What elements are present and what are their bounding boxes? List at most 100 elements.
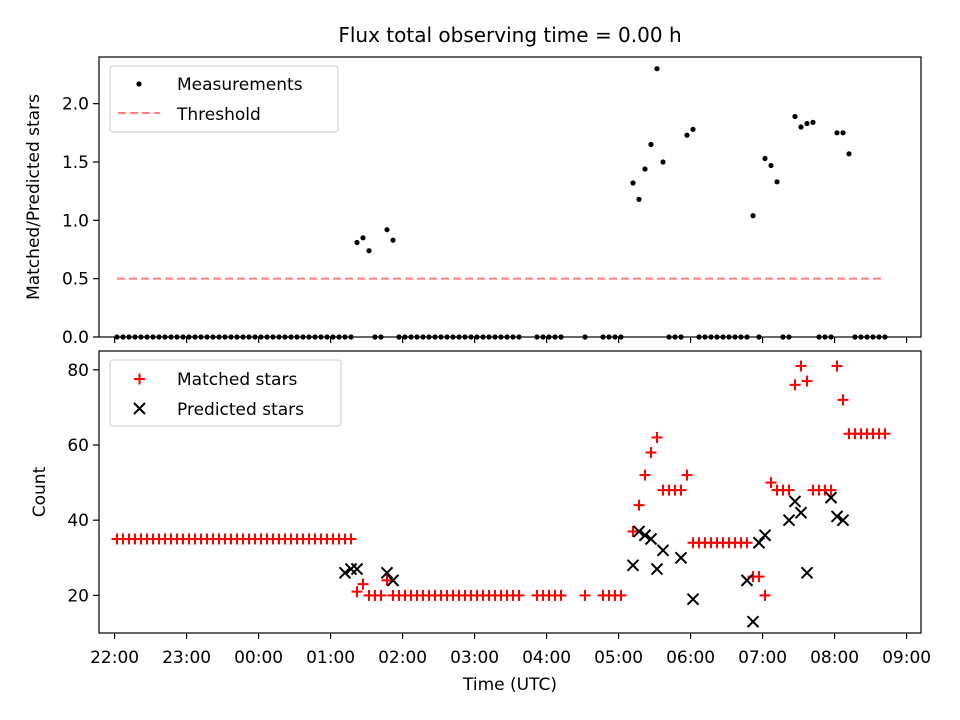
top-legend: Measurements Threshold [109,65,339,133]
matched-star-point [681,469,693,481]
predicted-star-point [380,566,394,580]
bottom-y-tick-label: 60 [67,436,89,456]
measurement-point [804,120,810,127]
measurement-point [810,119,816,125]
matched-star-point [615,589,627,601]
bottom-x-tick-label: 22:00 [90,648,139,668]
matched-star-point [753,571,765,583]
bottom-x-axis: 22:00 23:00 00:00 01:00 02:00 03:00 04:00 05:00… [90,633,931,668]
predicted-star-point [740,574,754,587]
bottom-legend-frame [109,359,342,427]
bottom-x-tick-label: 08:00 [810,648,859,668]
matched-star-point [351,586,363,598]
bottom-x-tick-label: 09:00 [882,648,931,668]
measurement-point [654,66,660,72]
bottom-panel: 20 40 60 80 22:00 23:00 00:00 01:00 02:00 03:00 0… [30,350,931,695]
predicted-star-point [788,495,802,508]
matched-star-point [765,477,777,489]
legend-predicted-label: Predicted stars [177,400,304,420]
predicted-star-point [386,574,400,587]
matched-star-point [675,484,687,496]
bottom-x-tick-label: 07:00 [738,648,787,668]
bottom-x-tick-label: 00:00 [234,648,283,668]
matched-star-point [783,484,795,496]
bottom-x-tick-label: 04:00 [522,648,571,668]
top-y-tick-label: 0.5 [62,270,89,290]
matched-star-point [639,469,651,481]
predicted-star-point [824,491,838,504]
matched-star-point [825,484,837,496]
top-axes-frame [98,56,922,338]
predicted-star-point [746,615,760,628]
top-y-tick-label: 2.0 [62,95,89,115]
predicted-star-point [794,506,808,519]
legend-threshold-label: Threshold [176,105,261,125]
measurement-point [354,239,360,246]
bottom-y-tick-label: 40 [67,511,89,531]
measurement-point [684,132,690,138]
predicted-star-point [758,529,772,542]
bottom-axes-frame [98,350,922,634]
measurement-point [630,180,636,186]
bottom-legend: Matched stars Predicted stars [109,359,342,427]
top-y-tick-label: 1.5 [62,153,89,173]
matched-star-point [801,375,813,387]
measurement-point [846,151,852,157]
top-x-axis [113,337,908,343]
measurement-point [636,196,642,202]
measurement-point [840,130,846,136]
predicted-star-point [626,559,640,572]
measurement-point [384,227,390,233]
predicted-star-point [656,544,670,557]
measurement-point [792,113,798,120]
predicted-star-point [338,566,352,580]
matched-star-point [555,589,567,601]
bottom-x-tick-label: 02:00 [378,648,427,668]
predicted-star-point [782,513,796,527]
matched-star-point [795,360,807,372]
predicted-star-point [674,551,688,565]
measurement-point [690,126,696,132]
predicted-star-point [800,566,814,580]
top-panel: 0.00.51.01.52.0 Matched/Predicted stars … [24,56,922,348]
top-y-axis-label: Matched/Predicted stars [24,94,44,300]
matched-star-point [651,431,663,443]
bottom-x-tick-label: 01:00 [306,648,355,668]
legend-x-marker [133,402,146,415]
top-y-tick-label: 1.0 [62,211,89,231]
bottom-x-tick-label: 03:00 [450,648,499,668]
measurement-point [648,141,654,148]
legend-measurement-dot [136,81,142,87]
predicted-star-point [350,562,364,576]
measurement-point [768,162,774,169]
matched-star-point [879,428,891,440]
legend-plus-marker [134,373,145,385]
predicted-star-point [830,510,844,523]
predicted-star-point [650,562,664,576]
x-axis-label: Time (UTC) [462,675,557,695]
matched-star-point [645,447,657,459]
bottom-y-axis-label: Count [30,466,50,517]
matched-star-point [837,394,849,406]
top-y-axis: 0.0 0.5 1.0 1.5 2.0 [62,95,99,348]
bottom-y-tick-label: 20 [67,586,89,606]
bottom-x-tick-label: 06:00 [666,648,715,668]
matched-star-point [357,578,369,590]
measurement-point [366,248,372,254]
predicted-star-point [836,513,850,527]
matched-star-point [513,589,525,601]
measurement-point [834,130,840,136]
matched-star-point [579,589,591,601]
matched-star-point [345,533,357,545]
matched-star-point [381,574,393,586]
measurement-point [642,166,648,172]
predicted-star-point [686,592,700,606]
matched-star-point [375,589,387,601]
chart-title: Flux total observing time = 0.00 h [338,23,681,47]
matched-star-point [627,525,639,537]
measurement-point [762,155,768,162]
predicted-star-point [632,525,646,538]
bottom-x-tick-label: 05:00 [594,648,643,668]
matched-star-point [789,379,801,391]
